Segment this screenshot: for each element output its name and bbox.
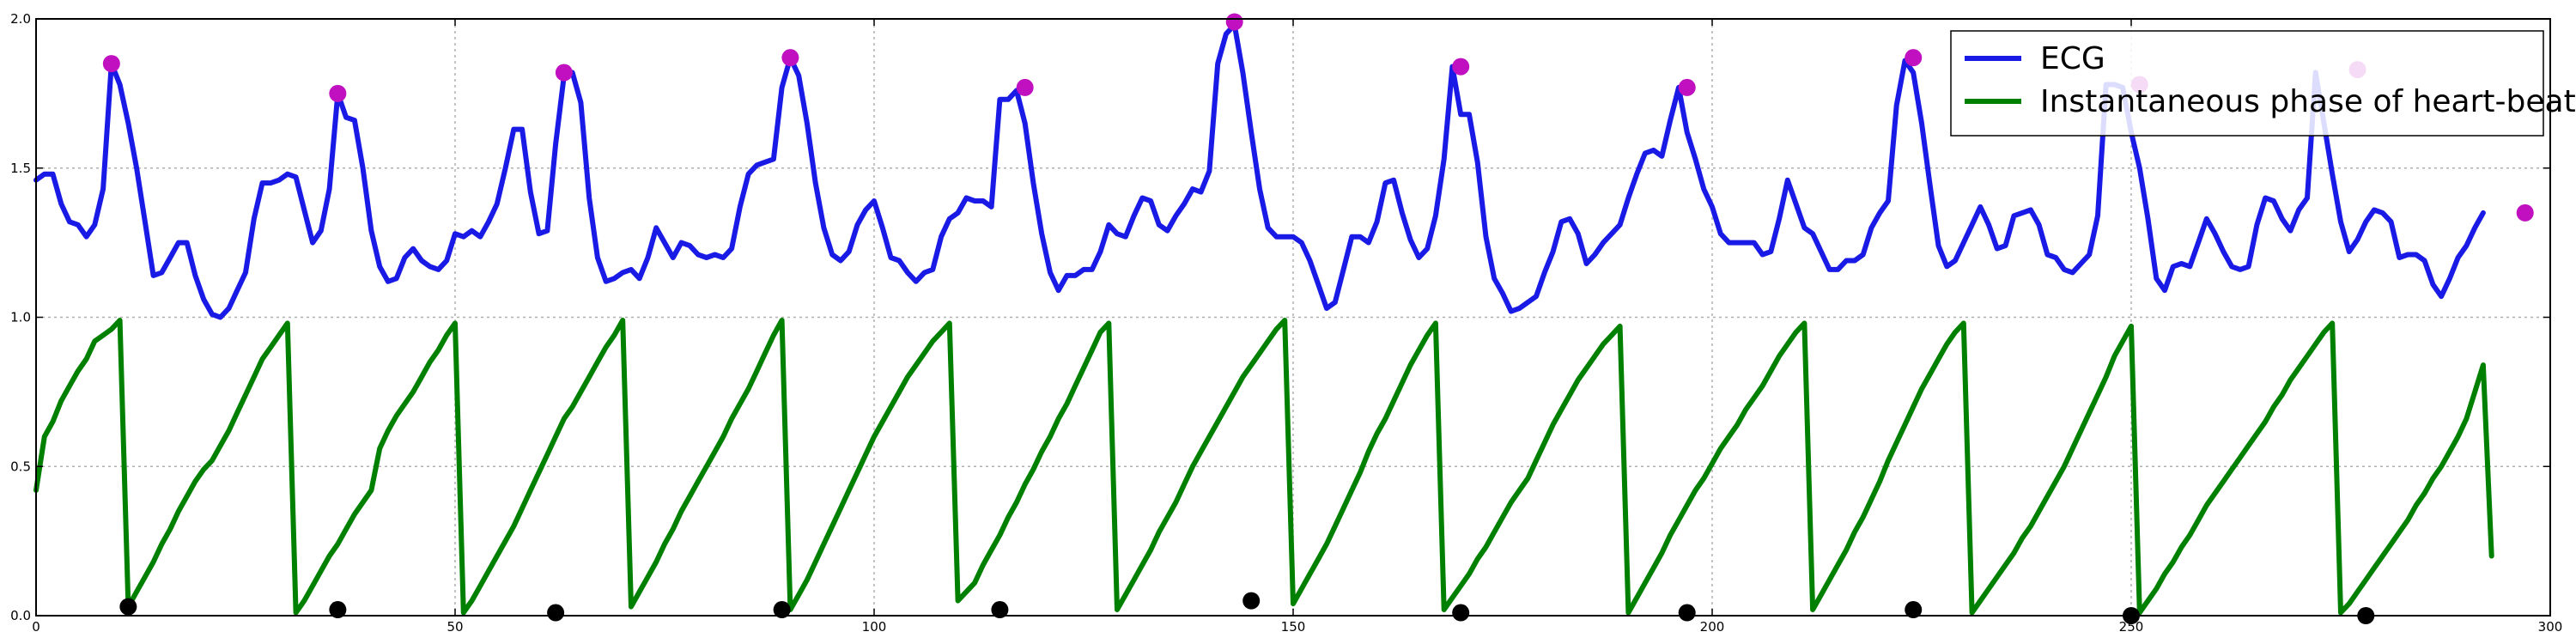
phase-reset-marker [1452,604,1470,622]
y-tick-label: 1.0 [10,310,31,325]
legend-label: Instantaneous phase of heart-beat [2040,84,2576,119]
peak-marker [1452,58,1470,76]
y-tick-label: 1.5 [10,161,31,176]
phase-reset-marker [329,601,347,619]
tick-layer: 0 50 100 150 200 250 300 0.0 0.5 1.0 1.5 2.0 [10,11,2562,635]
peak-marker [329,84,347,102]
legend-label: ECG [2040,41,2105,76]
phase-series-line [33,318,2494,616]
ecg-series-line [33,22,2486,320]
x-tick-label: 150 [1281,619,1306,635]
peak-marker [555,64,573,82]
peak-marker [781,49,799,67]
peak-marker [102,55,120,73]
phase-reset-marker [1905,601,1923,619]
peak-marker [1225,13,1243,31]
y-tick-label: 0.0 [10,608,31,623]
x-tick-label: 0 [32,619,40,635]
phase-reset-marker [547,604,565,622]
y-tick-label: 2.0 [10,11,31,27]
x-tick-label: 100 [862,619,887,635]
peak-marker [1905,49,1923,67]
grid-layer [36,19,2550,616]
y-tick-label: 0.5 [10,459,31,474]
x-tick-label: 200 [1700,619,1725,635]
series-layer [33,22,2494,616]
phase-reset-marker [1678,604,1696,622]
phase-reset-marker [1242,592,1261,610]
x-tick-label: 300 [2538,619,2563,635]
phase-reset-marker [119,598,137,616]
peak-marker [2516,204,2534,222]
x-tick-label: 50 [447,619,463,635]
phase-reset-marker [773,601,791,619]
phase-reset-marker [991,601,1009,619]
peak-marker [1678,78,1696,96]
legend: ECG Instantaneous phase of heart-beat [1950,30,2576,137]
x-tick-label: 250 [2119,619,2144,635]
peak-marker [1016,78,1034,96]
legend-box [1950,30,2544,137]
